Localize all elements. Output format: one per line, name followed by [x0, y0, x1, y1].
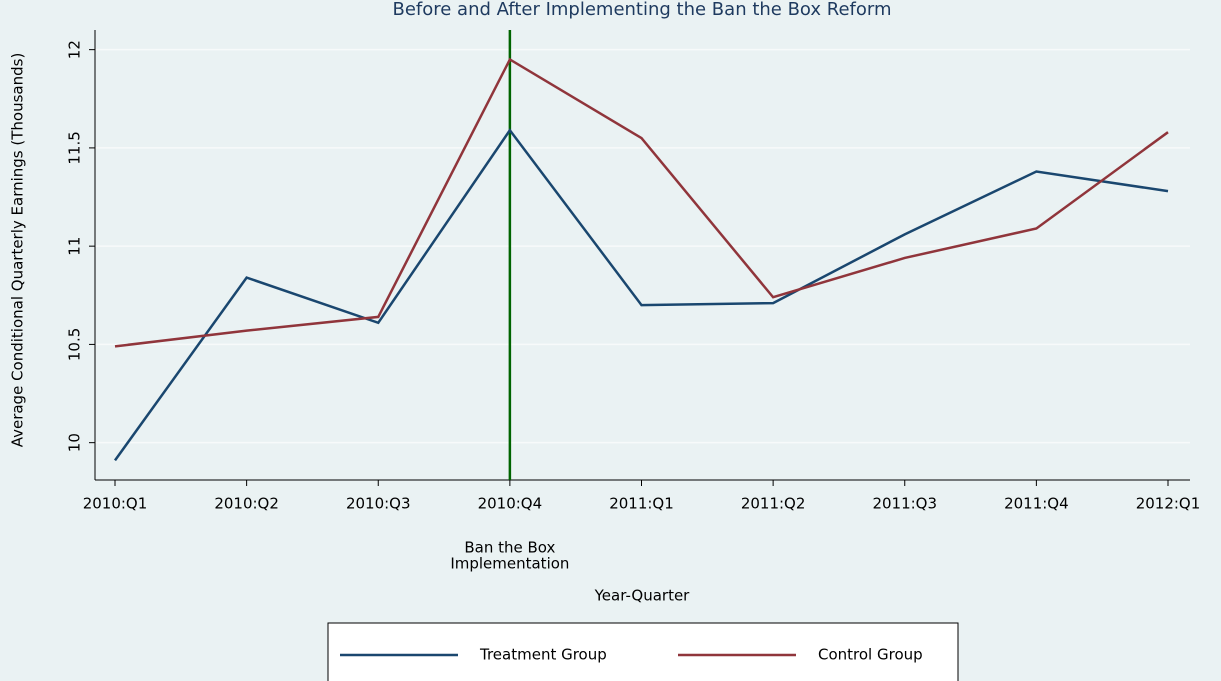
- y-tick-label: 10.5: [66, 328, 84, 361]
- y-tick-label: 12: [66, 40, 84, 59]
- chart-title: Before and After Implementing the Ban th…: [392, 0, 891, 20]
- x-tick-label: 2011:Q4: [1004, 495, 1069, 513]
- x-axis-title: Year-Quarter: [594, 587, 691, 605]
- x-tick-label: 2010:Q4: [478, 495, 543, 513]
- x-tick-label: 2010:Q1: [83, 495, 148, 513]
- reference-label: Ban the Box: [464, 539, 555, 557]
- series-line: [114, 57, 1169, 348]
- legend-label: Treatment Group: [479, 646, 607, 664]
- x-tick-label: 2010:Q3: [346, 495, 411, 513]
- x-tick-label: 2012:Q1: [1136, 495, 1201, 513]
- legend-label: Control Group: [818, 646, 923, 664]
- x-tick-label: 2011:Q3: [872, 495, 937, 513]
- x-tick-label: 2011:Q2: [741, 495, 806, 513]
- y-axis-title: Average Conditional Quarterly Earnings (…: [9, 53, 27, 448]
- y-tick-label: 11: [66, 237, 84, 256]
- series-line: [113, 128, 1169, 462]
- y-tick-label: 10: [66, 433, 84, 452]
- reference-label: Implementation: [450, 555, 569, 573]
- x-tick-label: 2011:Q1: [609, 495, 674, 513]
- legend-box: [327, 622, 959, 681]
- y-tick-label: 11.5: [66, 131, 84, 164]
- x-tick-label: 2010:Q2: [214, 495, 279, 513]
